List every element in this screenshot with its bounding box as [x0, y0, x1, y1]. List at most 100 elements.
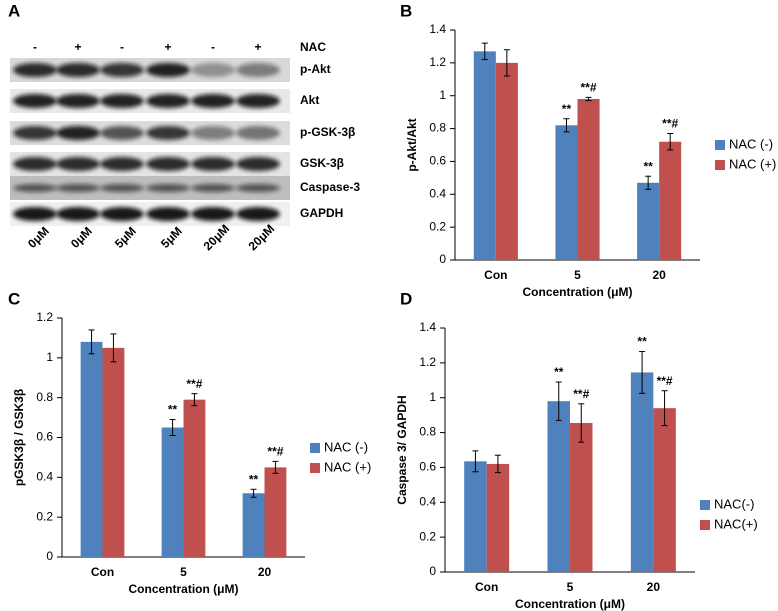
y-tick-label: 0.4: [36, 470, 53, 484]
x-tick-label: Con: [91, 565, 114, 579]
bar: [242, 493, 265, 557]
y-tick-label: 0: [439, 252, 446, 266]
y-tick-label: 1.2: [419, 355, 436, 369]
legend-swatch: [700, 520, 710, 530]
blot-band: [13, 184, 57, 192]
x-tick-label: 5: [567, 580, 574, 594]
bar: [495, 62, 518, 260]
y-tick-label: 0.2: [36, 509, 53, 523]
y-tick-label: 0.4: [429, 186, 446, 200]
legend-label: NAC (-): [324, 439, 368, 454]
protein-label: Caspase-3: [300, 180, 360, 194]
nac-sign: +: [254, 40, 261, 54]
panel-label: D: [400, 289, 412, 308]
significance: **#: [267, 445, 283, 459]
nac-label: NAC: [300, 40, 326, 54]
error-bar: [639, 351, 646, 394]
lane-label: 0μM: [68, 224, 95, 251]
error-bar: [563, 118, 570, 133]
y-tick-label: 1.4: [429, 22, 446, 36]
error-bar: [481, 42, 488, 61]
blot-band: [146, 184, 190, 192]
x-tick-label: 5: [574, 268, 581, 282]
blot-band: [13, 207, 57, 221]
significance: **#: [186, 377, 202, 391]
error-bar: [272, 460, 279, 474]
lane-label: 5μM: [112, 224, 139, 251]
significance: **: [637, 335, 647, 349]
error-bar: [88, 329, 95, 355]
error-bar: [555, 381, 562, 421]
y-tick-label: 0.2: [419, 529, 436, 543]
bar: [555, 125, 578, 261]
bar: [653, 408, 676, 572]
error-bar: [494, 454, 501, 474]
blot-band: [146, 157, 190, 171]
blot-band: [56, 184, 100, 192]
legend-swatch: [700, 500, 710, 510]
y-tick-label: 0.8: [36, 390, 53, 404]
legend-swatch: [715, 140, 725, 150]
y-tick-label: 0.6: [429, 154, 446, 168]
blot-band: [13, 157, 57, 171]
legend-swatch: [310, 463, 320, 473]
bar: [264, 467, 287, 557]
blot-band: [236, 63, 280, 77]
x-tick-label: Con: [475, 580, 498, 594]
significance: **: [249, 472, 259, 486]
error-bar: [110, 333, 117, 363]
y-axis-label: pGSK3β / GSK3β: [12, 389, 26, 486]
blot-band: [13, 94, 57, 108]
y-tick-label: 1: [439, 88, 446, 102]
y-tick-label: 0: [46, 549, 53, 563]
significance: **#: [657, 374, 673, 388]
error-bar: [585, 96, 592, 102]
legend-swatch: [310, 443, 320, 453]
panel-label: C: [8, 289, 20, 308]
lane-label: 5μM: [158, 224, 185, 251]
blot-band: [236, 126, 280, 140]
significance: **#: [573, 387, 589, 401]
x-tick-label: Con: [484, 268, 507, 282]
nac-sign: -: [211, 40, 215, 54]
significance: **: [562, 102, 572, 116]
error-bar: [667, 133, 674, 151]
blot-band: [100, 94, 144, 108]
bar: [464, 461, 487, 572]
blot-band: [56, 126, 100, 140]
x-axis-label: Concentration (μM): [129, 582, 239, 596]
x-tick-label: 5: [180, 565, 187, 579]
blot-band: [146, 207, 190, 221]
bar: [183, 399, 206, 557]
blot-band: [100, 126, 144, 140]
blot-band: [191, 184, 235, 192]
error-bar: [645, 175, 652, 190]
y-tick-label: 0: [429, 564, 436, 578]
y-tick-label: 0.8: [429, 121, 446, 135]
legend-label: NAC (+): [729, 156, 776, 171]
bar: [80, 341, 103, 557]
nac-sign: +: [164, 40, 171, 54]
lane-label: 0μM: [25, 224, 52, 251]
error-bar: [472, 450, 479, 473]
blot-band: [236, 157, 280, 171]
bar: [659, 141, 682, 260]
bar: [630, 372, 654, 572]
bar: [577, 99, 600, 260]
nac-sign: +: [74, 40, 81, 54]
blot-band: [146, 126, 190, 140]
significance: **#: [662, 117, 678, 131]
protein-label: GSK-3β: [300, 156, 344, 170]
significance: **: [554, 365, 564, 379]
y-axis-label: Caspase 3/ GAPDH: [395, 395, 409, 504]
y-tick-label: 1.4: [419, 320, 436, 334]
y-tick-label: 1: [46, 350, 53, 364]
lane-label: 20μM: [246, 222, 278, 254]
x-tick-label: 20: [652, 268, 666, 282]
bar: [473, 51, 496, 260]
protein-label: GAPDH: [300, 206, 343, 220]
x-axis-label: Concentration (μM): [515, 597, 625, 611]
error-bar: [578, 403, 585, 443]
legend-swatch: [715, 160, 725, 170]
